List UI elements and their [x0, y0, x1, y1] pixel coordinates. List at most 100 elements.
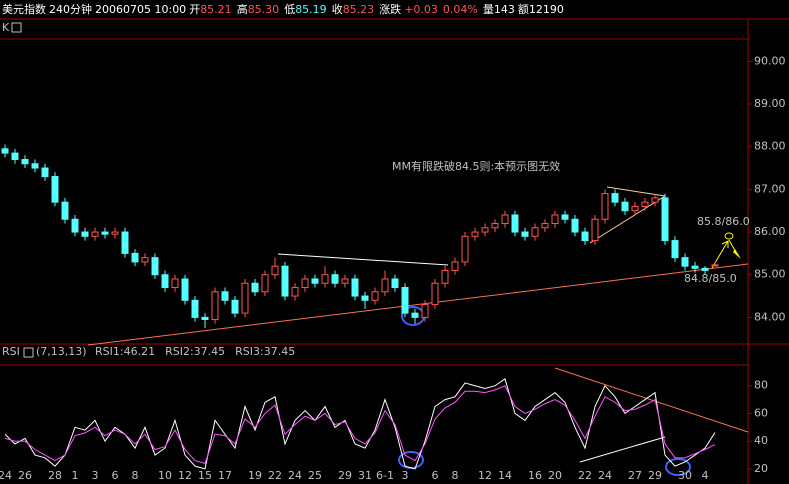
x-tick-label: 22	[268, 469, 282, 482]
legend-entry: RSI2:37.45	[165, 345, 225, 358]
y-tick-label: 20	[754, 462, 768, 475]
y-tick-label: 89.00	[754, 97, 786, 110]
x-tick-label: 6-1	[376, 469, 394, 482]
x-tick-label: 12	[178, 469, 192, 482]
x-tick-label: 26	[18, 469, 32, 482]
legend-entry: RSI3:37.45	[235, 345, 295, 358]
change-value: +0.03	[404, 3, 438, 16]
x-tick-label: 6	[432, 469, 439, 482]
x-tick-label: 29	[338, 469, 352, 482]
y-tick-label: 87.00	[754, 182, 786, 195]
panel-label: RSI	[2, 345, 20, 358]
panel-label: K	[2, 21, 10, 34]
x-tick-label: 19	[248, 469, 262, 482]
rsi-line	[4, 385, 716, 464]
high-label: 高	[236, 3, 248, 16]
candle-body	[91, 231, 99, 237]
candle-body	[511, 214, 519, 233]
candle-body	[201, 316, 209, 321]
candle-body	[711, 264, 719, 267]
candle-body	[241, 282, 249, 314]
candle-body	[381, 278, 389, 293]
candle-body	[341, 278, 349, 284]
x-tick-label: 28	[48, 469, 62, 482]
trend-line	[589, 195, 666, 244]
open-label: 开	[189, 3, 201, 16]
candle-body	[691, 265, 699, 269]
rsi-line	[4, 377, 716, 470]
candle-body	[211, 291, 219, 321]
candle-body	[121, 231, 129, 254]
x-tick-label: 3	[92, 469, 99, 482]
candle-body	[1, 148, 9, 154]
y-tick-label: 85.00	[754, 268, 786, 281]
candle-body	[371, 291, 379, 301]
legend-entry: RSI1:46.21	[95, 345, 155, 358]
high-value: 85.30	[247, 3, 280, 16]
close-value: 85.23	[342, 3, 375, 16]
candle-body	[401, 287, 409, 314]
candle-body	[581, 231, 589, 242]
x-tick-label: 6	[112, 469, 119, 482]
candle-body	[391, 278, 399, 289]
candle-body	[261, 274, 269, 293]
candle-body	[171, 278, 179, 289]
x-tick-label: 30	[678, 469, 692, 482]
x-tick-label: 16	[528, 469, 542, 482]
candle-body	[191, 299, 199, 318]
candle-body	[451, 261, 459, 271]
trend-line	[277, 253, 449, 266]
candle-body	[281, 265, 289, 297]
candle-body	[651, 197, 659, 203]
candle-body	[11, 152, 19, 160]
amount: 额12190	[517, 3, 564, 16]
quote-header: 美元指数 240分钟 20060705 10:00 开85.21 高85.30 低85.1…	[2, 1, 567, 17]
x-tick-label: 25	[308, 469, 322, 482]
candle-body	[601, 193, 609, 220]
candle-body	[141, 257, 149, 263]
candle-body	[301, 278, 309, 289]
candle-body	[661, 197, 669, 242]
x-tick-label: 12	[478, 469, 492, 482]
annotation: 85.8/86.0	[697, 215, 750, 228]
highlight-circle	[665, 458, 691, 476]
y-tick-label: 84.00	[754, 310, 786, 323]
candle-body	[41, 167, 49, 178]
candle-body	[231, 299, 239, 314]
candle-body	[81, 231, 89, 237]
panel-params: (7,13,13)	[36, 345, 87, 358]
candle-body	[591, 218, 599, 242]
candle-body	[521, 231, 529, 237]
x-tick-label: 24	[288, 469, 302, 482]
y-tick-label: 88.00	[754, 140, 786, 153]
candle-body	[551, 214, 559, 225]
candle-body	[641, 201, 649, 207]
candle-body	[131, 252, 139, 263]
annotation: 84.8/85.0	[684, 272, 737, 285]
candle-body	[351, 278, 359, 297]
candle-body	[671, 240, 679, 259]
candle-body	[311, 278, 319, 284]
candle-body	[21, 158, 29, 165]
open-value: 85.21	[200, 3, 232, 16]
change-label: 涨跌	[379, 3, 402, 16]
candle-body	[561, 214, 569, 220]
candle-body	[631, 205, 639, 212]
x-tick-label: 24	[0, 469, 12, 482]
candle-body	[331, 274, 339, 284]
candle-body	[501, 214, 509, 225]
candle-body	[161, 274, 169, 289]
x-tick-label: 24	[598, 469, 612, 482]
candle-body	[101, 231, 109, 235]
candle-body	[321, 274, 329, 284]
candle-body	[361, 295, 369, 301]
panel-box	[11, 22, 22, 33]
x-tick-label: 29	[648, 469, 662, 482]
x-tick-label: 1	[72, 469, 79, 482]
highlight-circle	[398, 451, 424, 469]
candle-body	[421, 304, 429, 318]
candle-body	[251, 282, 259, 293]
candle-body	[491, 223, 499, 229]
candle-body	[481, 227, 489, 233]
candle-body	[181, 278, 189, 301]
